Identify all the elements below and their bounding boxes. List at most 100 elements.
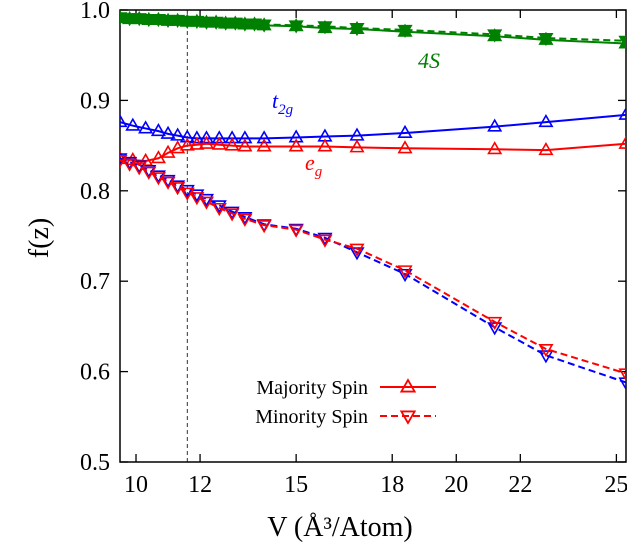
data-point-eg-minority xyxy=(224,208,240,222)
data-point-4S-minority xyxy=(198,16,215,30)
annotation-subscript: g xyxy=(315,164,323,180)
data-point-eg-majority xyxy=(189,136,205,150)
legend-marker xyxy=(399,378,417,393)
legend-marker xyxy=(399,410,417,425)
y-tick-label: 0.5 xyxy=(80,450,110,476)
data-point-4S-minority xyxy=(170,14,186,29)
data-point-4S-minority xyxy=(256,19,272,33)
legend-label: Majority Spin xyxy=(256,377,368,399)
data-point-eg-minority xyxy=(349,243,365,257)
series-annotation-4S: 4S xyxy=(418,48,440,73)
data-point-eg-minority xyxy=(317,234,333,248)
y-tick-label: 0.8 xyxy=(80,179,110,205)
x-tick-label: 18 xyxy=(380,472,404,498)
data-point-4S-minority xyxy=(288,20,304,34)
data-point-4S-minority xyxy=(120,12,128,26)
data-point-eg-majority xyxy=(224,137,240,151)
data-point-t2g-majority xyxy=(237,130,253,144)
data-point-eg-majority xyxy=(237,138,253,152)
data-point-t2g-majority xyxy=(189,130,205,144)
data-point-eg-majority xyxy=(538,142,554,156)
data-point-4S-minority xyxy=(397,24,413,38)
y-axis-label: f(z) xyxy=(24,218,55,258)
text-layer: f(z) V (Å³/Atom) 10 12 15 18 20 22 25 0.5 0.6 0.7… xyxy=(24,0,627,543)
x-tick-label: 15 xyxy=(284,472,308,498)
data-point-eg-minority xyxy=(237,213,253,227)
data-point-eg-minority xyxy=(198,196,215,210)
data-point-eg-minority xyxy=(487,316,503,330)
data-point-eg-minority xyxy=(256,220,272,234)
series-eg-minority xyxy=(120,155,626,382)
series-line-eg-majority xyxy=(120,142,626,162)
x-tick-label: 22 xyxy=(508,472,532,498)
x-tick-label: 10 xyxy=(124,472,148,498)
data-point-4S-minority xyxy=(189,15,205,29)
data-point-4S-minority xyxy=(317,21,333,35)
series-t2g-majority xyxy=(120,106,626,144)
data-point-4S-minority xyxy=(208,16,224,30)
series-annotation-eg: eg xyxy=(305,150,323,180)
data-point-4S-minority xyxy=(218,17,234,31)
data-point-4S-minority xyxy=(179,15,195,29)
data-point-4S-minority xyxy=(618,35,626,49)
data-point-t2g-majority xyxy=(198,130,215,144)
data-point-4S-minority xyxy=(122,13,138,27)
data-point-eg-majority xyxy=(618,135,626,149)
annotation-main: t xyxy=(272,88,279,113)
data-point-t2g-majority xyxy=(138,120,154,134)
data-point-4S-minority xyxy=(349,23,365,37)
data-point-t2g-majority xyxy=(487,118,503,132)
data-point-t2g-majority xyxy=(538,113,554,128)
data-point-t2g-majority xyxy=(618,106,626,120)
plot-frame-layer xyxy=(119,9,627,463)
x-axis-label: V (Å³/Atom) xyxy=(267,512,413,543)
series-4S-minority xyxy=(120,12,626,49)
data-point-eg-minority xyxy=(211,202,227,217)
annotation-subscript: 2g xyxy=(278,102,294,118)
data-point-t2g-minority xyxy=(211,200,227,214)
y-tick-label: 0.6 xyxy=(80,360,110,386)
data-point-t2g-majority xyxy=(211,130,227,144)
data-point-4S-minority xyxy=(150,14,166,28)
data-point-eg-minority xyxy=(397,265,413,279)
data-point-eg-majority xyxy=(317,138,333,152)
x-tick-label: 20 xyxy=(444,472,468,498)
x-tick-label: 25 xyxy=(604,472,627,498)
data-point-t2g-minority xyxy=(317,232,333,246)
data-point-eg-minority xyxy=(120,155,128,169)
data-point-t2g-minority xyxy=(538,350,554,364)
plot-frame xyxy=(119,9,627,463)
data-point-eg-majority xyxy=(397,140,413,154)
data-point-eg-majority xyxy=(179,137,195,151)
data-point-t2g-majority xyxy=(150,123,166,137)
data-point-eg-majority xyxy=(198,135,215,149)
data-point-4S-minority xyxy=(246,18,263,32)
data-point-eg-majority xyxy=(349,139,365,153)
data-point-eg-majority xyxy=(288,138,304,152)
data-point-t2g-minority xyxy=(487,322,503,336)
data-point-t2g-majority xyxy=(179,129,195,143)
legend-label: Minority Spin xyxy=(255,406,368,428)
y-tick-label: 0.7 xyxy=(80,269,110,295)
data-point-eg-majority xyxy=(256,138,272,152)
data-point-4S-minority xyxy=(487,29,503,43)
data-point-4S-minority xyxy=(237,18,253,32)
data-point-t2g-minority xyxy=(618,377,626,391)
series-layer xyxy=(120,10,626,391)
series-annotation-t2g: t2g xyxy=(272,88,294,118)
data-point-eg-majority xyxy=(487,141,503,155)
data-point-t2g-majority xyxy=(160,125,176,139)
data-point-t2g-majority xyxy=(288,129,304,143)
data-point-4S-minority xyxy=(227,17,243,31)
data-point-4S-minority xyxy=(141,14,157,28)
data-point-t2g-minority xyxy=(397,268,413,283)
series-line-t2g-majority xyxy=(120,113,626,140)
data-point-eg-minority xyxy=(122,158,138,172)
annotation-main: 4S xyxy=(418,48,440,73)
data-point-eg-minority xyxy=(288,224,304,238)
x-tick-label: 12 xyxy=(188,472,212,498)
legend: Majority Spin Minority Spin xyxy=(255,377,436,428)
data-point-t2g-majority xyxy=(397,124,413,138)
annotation-main: e xyxy=(305,150,315,175)
